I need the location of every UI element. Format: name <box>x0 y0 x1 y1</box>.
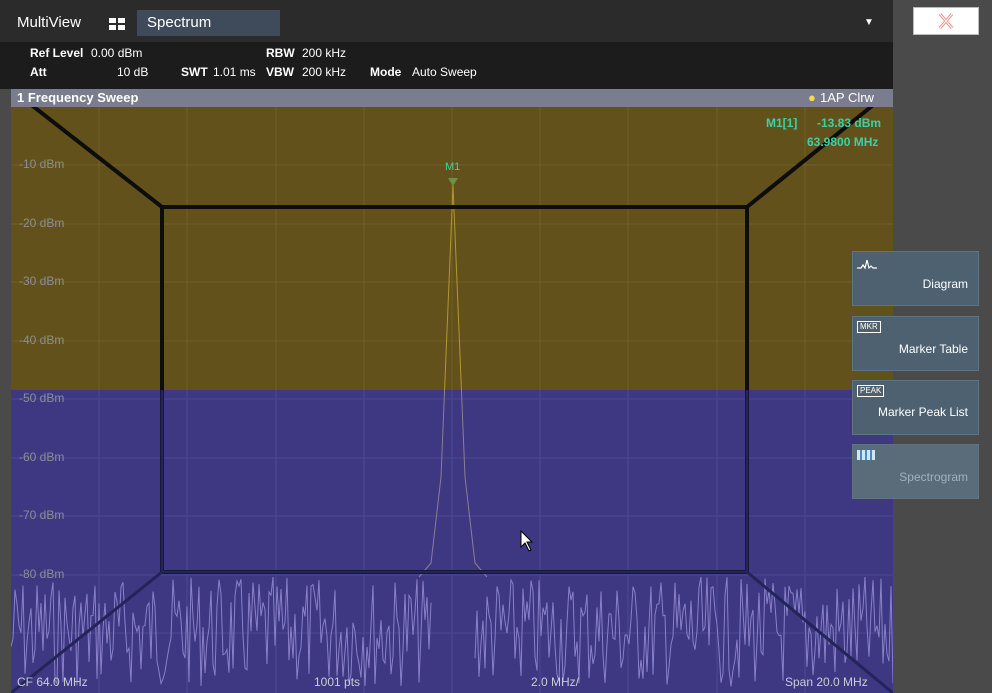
diagram-button-label: Diagram <box>922 277 968 291</box>
diagram-title-bar: 1 Frequency Sweep ● 1AP Clrw <box>11 89 893 107</box>
spectrogram-label: Spectrogram <box>899 470 968 484</box>
footer-div: 2.0 MHz/ <box>531 675 580 689</box>
multiview-grid-icon <box>109 18 125 30</box>
mode-label: Mode <box>370 65 402 79</box>
highlight-overlay-bottom <box>11 390 893 693</box>
marker-frequency: 63.9800 MHz <box>807 135 879 149</box>
footer-span: Span 20.0 MHz <box>785 675 868 689</box>
marker-table-label: Marker Table <box>898 342 968 356</box>
tab-bar: MultiView Spectrum ▼ <box>0 0 893 42</box>
y-label-3: -30 dBm <box>19 274 65 288</box>
ref-level-value: 0.00 dBm <box>91 46 143 60</box>
trace-label: 1AP Clrw <box>820 90 874 105</box>
perspective-frame-lower <box>11 390 893 693</box>
y-label-2: -20 dBm <box>19 216 65 230</box>
y-label-6: -60 dBm <box>19 450 65 464</box>
y-label-7: -70 dBm <box>19 508 65 522</box>
plot-svg <box>11 107 893 693</box>
swt-value: 1.01 ms <box>213 65 256 79</box>
att-value: 10 dB <box>117 65 149 79</box>
highlight-overlay-top <box>11 107 893 390</box>
settings-panel: Ref Level 0.00 dBm Att 10 dB SWT 1.01 ms… <box>0 42 893 89</box>
swt-label: SWT <box>181 65 208 79</box>
y-label-1: -10 dBm <box>19 157 65 171</box>
tab-spectrum[interactable]: Spectrum <box>137 10 280 36</box>
plot-area[interactable]: -10 dBm -20 dBm -30 dBm -40 dBm -50 dBm … <box>11 107 893 693</box>
spectrogram-button[interactable]: Spectrogram <box>852 444 979 499</box>
mouse-cursor-icon <box>520 529 534 552</box>
footer-points: 1001 pts <box>314 675 361 689</box>
footer-center-freq: CF 64.0 MHz <box>17 675 88 689</box>
diagram-title: 1 Frequency Sweep <box>17 90 139 105</box>
marker-table-icon: MKR <box>857 321 881 333</box>
marker-label: M1 <box>445 161 461 173</box>
ref-level-label: Ref Level <box>30 46 84 60</box>
marker-id: M1[1] <box>766 116 798 130</box>
trace-status-icon: ● <box>808 90 816 105</box>
tab-multiview[interactable]: MultiView <box>9 10 139 36</box>
trace-wave-icon <box>857 259 877 270</box>
spectrogram-icon <box>857 450 875 460</box>
att-label: Att <box>30 65 47 79</box>
y-label-8: -80 dBm <box>19 567 65 581</box>
rbw-label: RBW <box>266 46 295 60</box>
vbw-label: VBW <box>266 65 294 79</box>
chevron-down-icon[interactable]: ▼ <box>864 17 874 28</box>
spectrum-diagram[interactable]: 1 Frequency Sweep ● 1AP Clrw <box>11 89 893 693</box>
marker-peak-list-label: Marker Peak List <box>877 405 968 419</box>
tab-multiview-label: MultiView <box>17 14 81 31</box>
tab-spectrum-label: Spectrum <box>147 14 212 31</box>
marker-peak-list-button[interactable]: PEAK Marker Peak List <box>852 380 979 435</box>
y-label-4: -40 dBm <box>19 333 65 347</box>
y-label-5: -50 dBm <box>19 391 65 405</box>
peak-list-icon: PEAK <box>857 385 885 397</box>
marker-table-button[interactable]: MKR Marker Table <box>852 316 979 371</box>
rbw-value: 200 kHz <box>302 46 347 60</box>
marker-level: -13.83 dBm <box>817 116 882 130</box>
close-button[interactable] <box>913 7 979 35</box>
close-icon <box>938 13 954 29</box>
diagram-button[interactable]: Diagram <box>852 251 979 306</box>
mode-value: Auto Sweep <box>412 65 477 79</box>
vbw-value: 200 kHz <box>302 65 347 79</box>
